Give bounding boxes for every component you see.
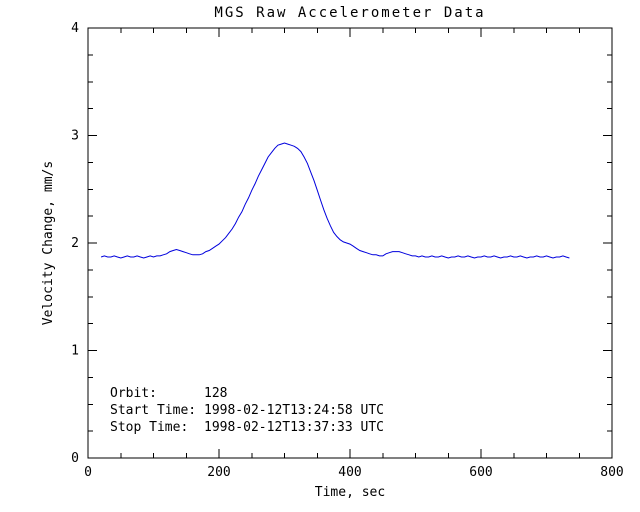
annotation-stop-time-value: 1998-02-12T13:37:33 UTC bbox=[204, 420, 384, 435]
annotation-start-time-label: Start Time: bbox=[110, 403, 196, 418]
x-tick-label: 400 bbox=[338, 465, 361, 480]
x-axis-label: Time, sec bbox=[315, 485, 385, 500]
annotation-start-time-value: 1998-02-12T13:24:58 UTC bbox=[204, 403, 384, 418]
y-tick-label: 2 bbox=[71, 236, 79, 251]
y-tick-label: 4 bbox=[71, 21, 79, 36]
x-tick-label: 200 bbox=[207, 465, 230, 480]
data-line bbox=[100, 142, 570, 259]
x-tick-label: 800 bbox=[600, 465, 623, 480]
plot-frame bbox=[87, 27, 613, 459]
y-tick-label: 0 bbox=[71, 451, 79, 466]
annotation-orbit-value: 128 bbox=[204, 386, 227, 401]
chart-title: MGS Raw Accelerometer Data bbox=[214, 5, 485, 21]
y-tick-label: 1 bbox=[71, 344, 79, 359]
x-tick-label: 0 bbox=[84, 465, 92, 480]
x-tick-label: 600 bbox=[469, 465, 492, 480]
annotation-orbit-label: Orbit: bbox=[110, 386, 157, 401]
annotations: Orbit: 128 Start Time: 1998-02-12T13:24:… bbox=[110, 386, 384, 435]
y-axis-label: Velocity Change, mm/s bbox=[41, 161, 56, 325]
annotation-stop-time-label: Stop Time: bbox=[110, 420, 188, 435]
y-axis-ticks: 0 1 2 3 4 bbox=[71, 21, 612, 466]
x-axis-ticks: 0 200 400 600 800 bbox=[84, 28, 624, 480]
y-tick-label: 3 bbox=[71, 129, 79, 144]
